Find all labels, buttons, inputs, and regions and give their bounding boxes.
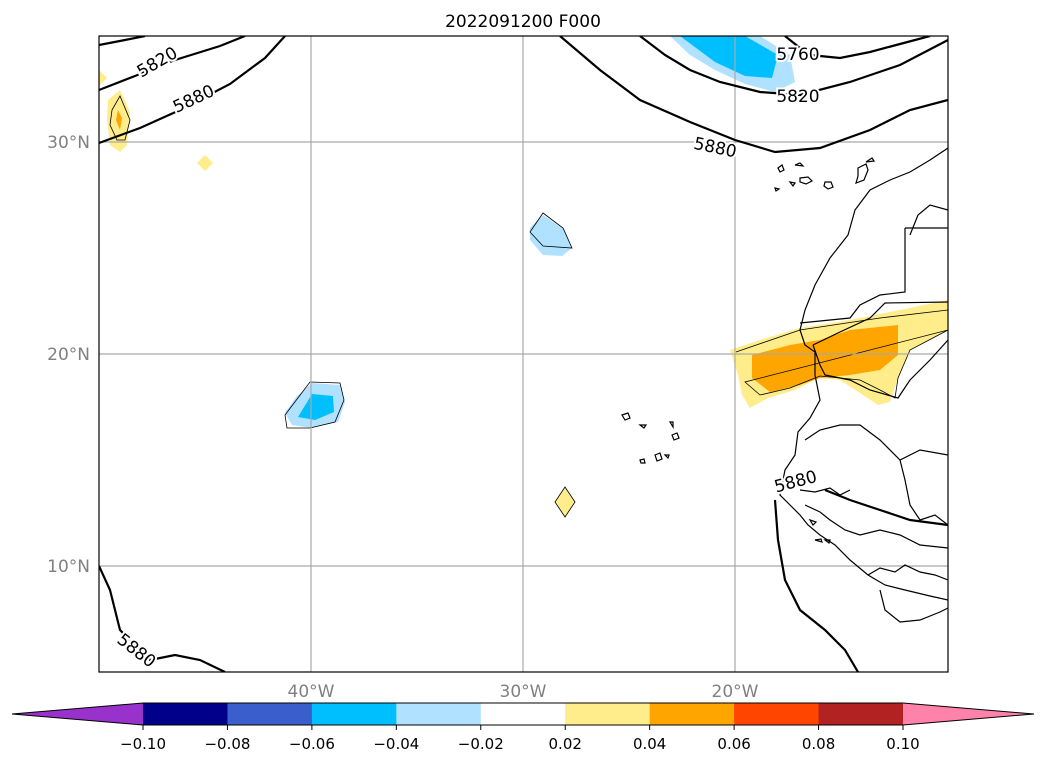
colorbar-tick-label: 0.08 (802, 735, 835, 753)
colorbar-extend-high (903, 703, 1034, 725)
positive-dot-nw (197, 155, 213, 171)
colorbar-tick-label: −0.04 (373, 735, 419, 753)
positive-core-nw (116, 110, 122, 130)
colorbar-tick-label: −0.06 (289, 735, 335, 753)
colorbar-segment (734, 703, 820, 725)
lon-label: 20°W (712, 682, 759, 702)
negative-core-north (680, 36, 778, 78)
colorbar-tick-label: −0.02 (458, 735, 504, 753)
lat-label: 10°N (47, 557, 90, 577)
colorbar-tick-label: −0.08 (204, 735, 250, 753)
positive-diamond-south (554, 486, 576, 518)
lon-label: 40°W (288, 682, 335, 702)
colorbar: −0.10 −0.08 −0.06 −0.04 −0.02 0.02 0.04 0.06 0.0… (11, 702, 1035, 753)
contour-label: 5820 (776, 87, 819, 107)
map-frame (98, 35, 949, 673)
colorbar-tick-label: 0.06 (717, 735, 750, 753)
lon-label: 30°W (500, 682, 547, 702)
colorbar-segment (311, 703, 397, 725)
negative-patch-central (530, 215, 572, 256)
colorbar-tick-label: 0.10 (886, 735, 919, 753)
colorbar-segment (396, 703, 482, 725)
positive-core-africa (752, 325, 898, 392)
colorbar-tick-label: 0.04 (633, 735, 666, 753)
graticule (99, 36, 948, 672)
colorbar-segment (480, 703, 566, 725)
map-panel: 5820 5880 5880 5760 5820 5880 5880 (99, 36, 948, 672)
positive-edge-nw (99, 70, 107, 86)
colorbar-segment (565, 703, 651, 725)
colorbar-tick-label: −0.10 (120, 735, 166, 753)
contour-label: 5760 (776, 45, 819, 65)
colorbar-segment (649, 703, 735, 725)
coastlines (621, 147, 948, 623)
lat-label: 30°N (47, 133, 90, 153)
colorbar-segment (227, 703, 313, 725)
colorbar-segment (143, 703, 228, 725)
colorbar-segment (818, 703, 904, 725)
lon-labels: 40°W 30°W 20°W (288, 682, 759, 702)
lat-label: 20°N (47, 345, 90, 365)
negative-core-west (298, 394, 334, 420)
colorbar-extend-low (12, 703, 143, 725)
map-title: 2022091200 F000 (445, 12, 601, 32)
colorbar-tick-label: 0.02 (549, 735, 582, 753)
lat-labels: 30°N 20°N 10°N (47, 133, 90, 577)
height-contours (99, 36, 948, 672)
